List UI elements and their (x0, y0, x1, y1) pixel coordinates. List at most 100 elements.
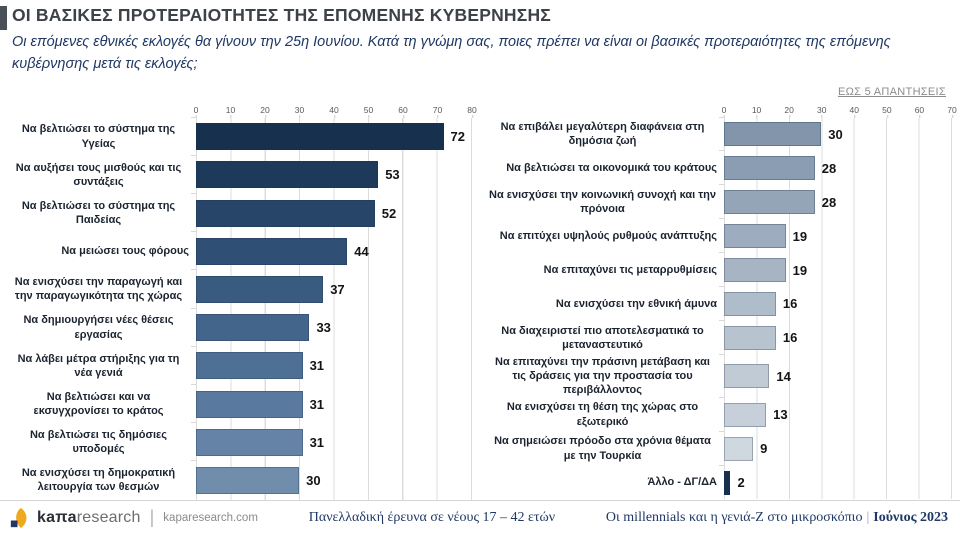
plot-cell: 33 (191, 307, 472, 347)
chart-row: Άλλο - ΔΓ/ΔΑ 2 (488, 464, 952, 500)
x-axis-ticks: 0 10 20 30 40 50 60 70 (721, 102, 957, 118)
chart-rows: Να βελτιώσει το σύστημα της Υγείας 72 Να α… (8, 116, 472, 500)
x-axis-tick-label: 40 (329, 104, 339, 118)
plot-cell: 44 (191, 231, 472, 271)
category-label-text: Να επιβάλει μεγαλύτερη διαφάνεια στη δημ… (500, 121, 705, 148)
x-axis-tick-label: 60 (398, 104, 408, 118)
chart-row: Να ενισχύσει τη δημοκρατική λειτουργία τ… (8, 460, 472, 500)
plot-cell: 2 (719, 464, 952, 500)
bar (196, 123, 444, 151)
x-axis-tick-label: 30 (816, 104, 827, 118)
bar (724, 291, 776, 316)
logo-wordmark-bold: kaπa (37, 508, 77, 526)
category-label-text: Να λάβει μέτρα στήριξης για τη νέα γενιά (17, 352, 180, 379)
chart-row: Να μειώσει τους φόρους 44 (8, 231, 472, 271)
bar (196, 390, 303, 418)
plot-cell: 14 (719, 353, 952, 398)
max-answers-note: ΕΩΣ 5 ΑΠΑΝΤΗΣΕΙΣ (838, 85, 946, 98)
category-label: Να ενισχύσει την παραγωγή και την παραγω… (8, 270, 196, 308)
value-label: 31 (309, 434, 325, 450)
x-axis-tick-label: 40 (849, 104, 860, 118)
plot-cell: 28 (719, 184, 952, 220)
chart-row: Να ενισχύσει την κοινωνική συνοχή και τη… (488, 184, 952, 220)
footer: kaπaresearch | kaparesearch.com Πανελλαδ… (0, 499, 960, 535)
footer-separator: | (866, 509, 870, 525)
category-label: Να επιτύχει υψηλούς ρυθμούς ανάπτυξης (488, 219, 724, 253)
bar (196, 428, 303, 456)
kapa-research-logo-icon (10, 507, 27, 528)
chart-row: Να βελτιώσει και να εκσυγχρονίσει το κρά… (8, 383, 472, 424)
x-axis-tick-label: 20 (260, 104, 270, 118)
x-axis-row: 0 10 20 30 40 50 60 70 (488, 102, 957, 118)
category-label-text: Άλλο - ΔΓ/ΔΑ (647, 476, 717, 489)
value-label: 30 (306, 472, 321, 488)
chart-row: Να διαχειριστεί πιο αποτελεσματικά το με… (488, 319, 952, 355)
category-label: Να αυξήσει τους μισθούς και τις συντάξει… (8, 156, 196, 194)
value-label: 16 (782, 330, 798, 346)
bar (196, 466, 300, 494)
report-title: Οι millennials και η γενιά-Z στο μικροσκ… (605, 509, 863, 525)
value-label: 28 (821, 194, 837, 210)
plot-cell: 53 (191, 154, 472, 194)
x-axis-tick-label: 0 (193, 104, 199, 118)
category-label: Να βελτιώσει και να εκσυγχρονίσει το κρά… (8, 385, 196, 423)
value-label: 2 (737, 475, 745, 490)
category-label: Να λάβει μέτρα στήριξης για τη νέα γενιά (8, 347, 196, 385)
bar (196, 352, 303, 380)
plot-cell: 16 (719, 319, 952, 355)
left-bar-chart: 0 10 20 30 40 50 60 70 80 Να βελτιώσει το σύστημ… (8, 102, 477, 500)
plot-cell: 9 (719, 430, 952, 466)
title-accent-bar (0, 6, 7, 30)
axis-spacer (8, 102, 196, 118)
category-label: Να επιταχύνει την πράσινη μετάβαση και τ… (488, 355, 724, 398)
category-label-text: Να διαχειριστεί πιο αποτελεσματικά το με… (501, 324, 704, 351)
chart-row: Να επιβάλει μεγαλύτερη διαφάνεια στη δημ… (488, 116, 952, 152)
x-axis-tick-label: 20 (784, 104, 794, 118)
x-axis-tick-label: 50 (363, 104, 374, 118)
value-label: 19 (792, 228, 808, 244)
value-label: 53 (385, 167, 400, 183)
category-label-text: Να μειώσει τους φόρους (61, 245, 189, 258)
plot-cell: 30 (719, 116, 952, 152)
category-label-text: Να επιταχύνει τις μεταρρυθμίσεις (543, 263, 717, 276)
x-axis-tick-label: 10 (751, 104, 762, 118)
value-label: 19 (792, 262, 808, 278)
category-label-text: Να ενισχύσει την παραγωγή και την παραγω… (14, 276, 183, 303)
category-label: Να ενισχύσει την εθνική άμυνα (488, 287, 724, 321)
value-label: 14 (776, 368, 791, 384)
category-label: Να δημιουργήσει νέες θέσεις εργασίας (8, 309, 196, 347)
chart-row: Να ενισχύσει την παραγωγή και την παραγω… (8, 269, 472, 309)
logo-domain: kaparesearch.com (163, 511, 258, 524)
bar (724, 325, 776, 350)
x-axis-tick-label: 0 (721, 104, 727, 118)
x-axis-tick-label: 60 (914, 104, 925, 118)
category-label: Να βελτιώσει το σύστημα της Υγείας (8, 118, 196, 156)
charts-area: 0 10 20 30 40 50 60 70 80 Να βελτιώσει το σύστημ… (0, 100, 960, 500)
report-title-and-date: Οι millennials και η γενιά-Z στο μικροσκ… (606, 510, 948, 526)
x-axis-tick-label: 80 (467, 104, 477, 118)
value-label: 13 (773, 407, 788, 423)
survey-population-note: Πανελλαδική έρευνα σε νέους 17 – 42 ετών (308, 509, 556, 525)
header: ΟΙ ΒΑΣΙΚΕΣ ΠΡΟΤΕΡΑΙΟΤΗΤΕΣ ΤΗΣ ΕΠΟΜΕΝΗΣ Κ… (0, 0, 960, 76)
category-label-text: Να βελτιώσει τα οικονομικά του κράτους (506, 162, 717, 175)
bar (196, 275, 324, 303)
x-axis-tick-label: 10 (225, 104, 236, 118)
chart-row: Να ενισχύσει τη θέση της χώρας στο εξωτε… (488, 396, 952, 432)
chart-row: Να αυξήσει τους μισθούς και τις συντάξει… (8, 154, 472, 194)
note-row: ΕΩΣ 5 ΑΠΑΝΤΗΣΕΙΣ (0, 76, 960, 100)
category-label-text: Να βελτιώσει και να εκσυγχρονίσει το κρά… (33, 390, 164, 418)
category-label: Άλλο - ΔΓ/ΔΑ (488, 466, 724, 500)
plot-cell: 16 (719, 286, 952, 321)
value-label: 72 (450, 129, 465, 145)
value-label: 31 (309, 358, 325, 374)
plot-cell: 37 (191, 269, 472, 309)
value-label: 44 (354, 243, 369, 259)
category-label-text: Να βελτιώσει το σύστημα της Παιδείας (21, 199, 176, 226)
value-label: 9 (760, 441, 768, 457)
page-title: ΟΙ ΒΑΣΙΚΕΣ ΠΡΟΤΕΡΑΙΟΤΗΤΕΣ ΤΗΣ ΕΠΟΜΕΝΗΣ Κ… (12, 5, 551, 25)
plot-cell: 19 (719, 218, 952, 254)
logo-divider: | (149, 507, 155, 527)
bar (724, 224, 786, 249)
category-label-text: Να βελτιώσει το σύστημα της Υγείας (21, 123, 176, 150)
kapa-research-logo: kaπaresearch | kaparesearch.com (10, 507, 258, 528)
